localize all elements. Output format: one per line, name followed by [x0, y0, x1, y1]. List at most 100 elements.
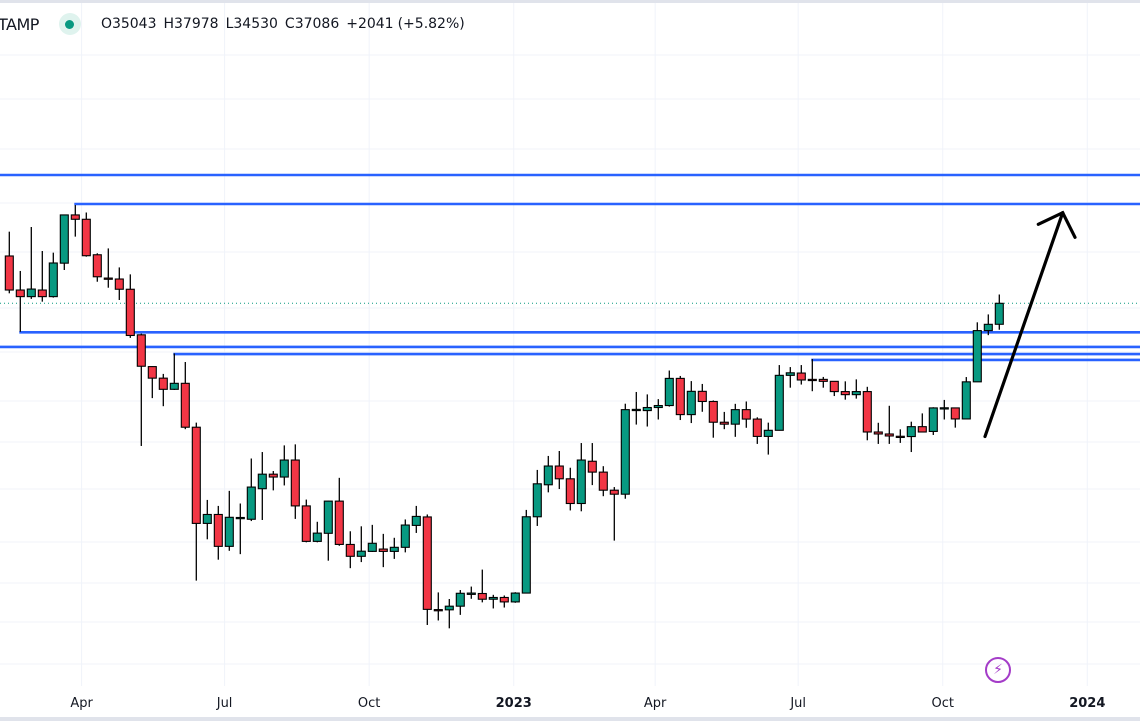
candle[interactable]: [939, 399, 949, 420]
candle[interactable]: [59, 214, 69, 270]
candle[interactable]: [103, 248, 113, 288]
candle[interactable]: [873, 422, 883, 444]
candle[interactable]: [268, 471, 278, 491]
candle[interactable]: [763, 422, 773, 455]
candle[interactable]: [917, 413, 927, 433]
candle[interactable]: [609, 487, 619, 541]
candle[interactable]: [4, 231, 14, 294]
candle[interactable]: [653, 399, 663, 420]
symbol-name[interactable]: TAMP: [0, 14, 39, 34]
candle[interactable]: [631, 391, 641, 425]
candle[interactable]: [213, 505, 223, 560]
candle[interactable]: [114, 267, 124, 300]
candle[interactable]: [411, 505, 421, 533]
candle[interactable]: [92, 253, 102, 282]
candle[interactable]: [81, 212, 91, 257]
candle-body: [103, 277, 113, 280]
trend-arrow[interactable]: [983, 210, 1077, 439]
candle[interactable]: [180, 362, 190, 430]
candle[interactable]: [26, 226, 36, 299]
candle[interactable]: [224, 490, 234, 551]
candle[interactable]: [466, 586, 476, 599]
candle[interactable]: [807, 358, 817, 392]
candle[interactable]: [367, 524, 377, 552]
candle[interactable]: [884, 405, 894, 444]
candle[interactable]: [972, 322, 982, 383]
candle[interactable]: [48, 252, 58, 298]
candle[interactable]: [378, 533, 388, 568]
candle[interactable]: [994, 294, 1004, 330]
candle[interactable]: [235, 503, 245, 555]
candle[interactable]: [686, 381, 696, 424]
candle[interactable]: [312, 521, 322, 543]
candle[interactable]: [862, 386, 872, 441]
candle[interactable]: [774, 365, 784, 431]
candle[interactable]: [147, 366, 157, 399]
candle[interactable]: [433, 592, 443, 621]
candle[interactable]: [785, 367, 795, 388]
candle[interactable]: [455, 590, 465, 615]
candle[interactable]: [796, 365, 806, 385]
candle[interactable]: [169, 353, 179, 390]
candle[interactable]: [532, 469, 542, 526]
candle[interactable]: [587, 443, 597, 486]
market-status-indicator[interactable]: [58, 13, 81, 35]
candle[interactable]: [851, 379, 861, 399]
candle[interactable]: [246, 458, 256, 522]
candle[interactable]: [708, 400, 718, 438]
candle[interactable]: [345, 531, 355, 569]
candle[interactable]: [488, 594, 498, 609]
candle[interactable]: [983, 314, 993, 336]
candle[interactable]: [664, 370, 674, 407]
candle[interactable]: [730, 403, 740, 437]
candle[interactable]: [906, 421, 916, 453]
candle[interactable]: [961, 377, 971, 420]
candle[interactable]: [477, 569, 487, 603]
candle[interactable]: [499, 595, 509, 608]
candle[interactable]: [356, 526, 366, 563]
candle[interactable]: [136, 333, 146, 446]
arrow-shaft[interactable]: [983, 211, 1065, 439]
candle[interactable]: [400, 519, 410, 553]
candle[interactable]: [840, 381, 850, 400]
candle[interactable]: [565, 467, 575, 511]
candle[interactable]: [334, 477, 344, 546]
candle[interactable]: [37, 251, 47, 302]
candle[interactable]: [444, 599, 454, 629]
candle[interactable]: [191, 422, 201, 581]
candle[interactable]: [290, 444, 300, 519]
candle[interactable]: [598, 466, 608, 497]
candle[interactable]: [829, 380, 839, 397]
candle[interactable]: [950, 407, 960, 428]
candle[interactable]: [675, 375, 685, 421]
candle[interactable]: [576, 443, 586, 512]
candle[interactable]: [554, 450, 564, 490]
candle[interactable]: [752, 417, 762, 444]
candle[interactable]: [521, 509, 531, 594]
candle[interactable]: [642, 394, 652, 427]
candle[interactable]: [543, 455, 553, 493]
candle[interactable]: [323, 500, 333, 561]
candle[interactable]: [301, 499, 311, 543]
candle[interactable]: [510, 592, 520, 603]
candle[interactable]: [620, 403, 630, 499]
candle[interactable]: [389, 537, 399, 559]
candle[interactable]: [257, 452, 267, 520]
candle[interactable]: [422, 514, 432, 625]
candle[interactable]: [895, 429, 905, 443]
x-tick-label: 2023: [495, 696, 532, 711]
candle[interactable]: [741, 401, 751, 428]
candle[interactable]: [697, 383, 707, 412]
candle[interactable]: [158, 373, 168, 407]
candle[interactable]: [125, 274, 135, 338]
candle[interactable]: [202, 499, 212, 540]
candle[interactable]: [70, 205, 80, 237]
lightning-bolt-icon[interactable]: ⚡︎: [985, 657, 1011, 683]
arrow-head[interactable]: [1036, 210, 1077, 239]
candle[interactable]: [719, 411, 729, 430]
candle[interactable]: [15, 270, 25, 332]
candle[interactable]: [928, 407, 938, 435]
candle[interactable]: [279, 445, 289, 486]
candle[interactable]: [818, 376, 828, 388]
